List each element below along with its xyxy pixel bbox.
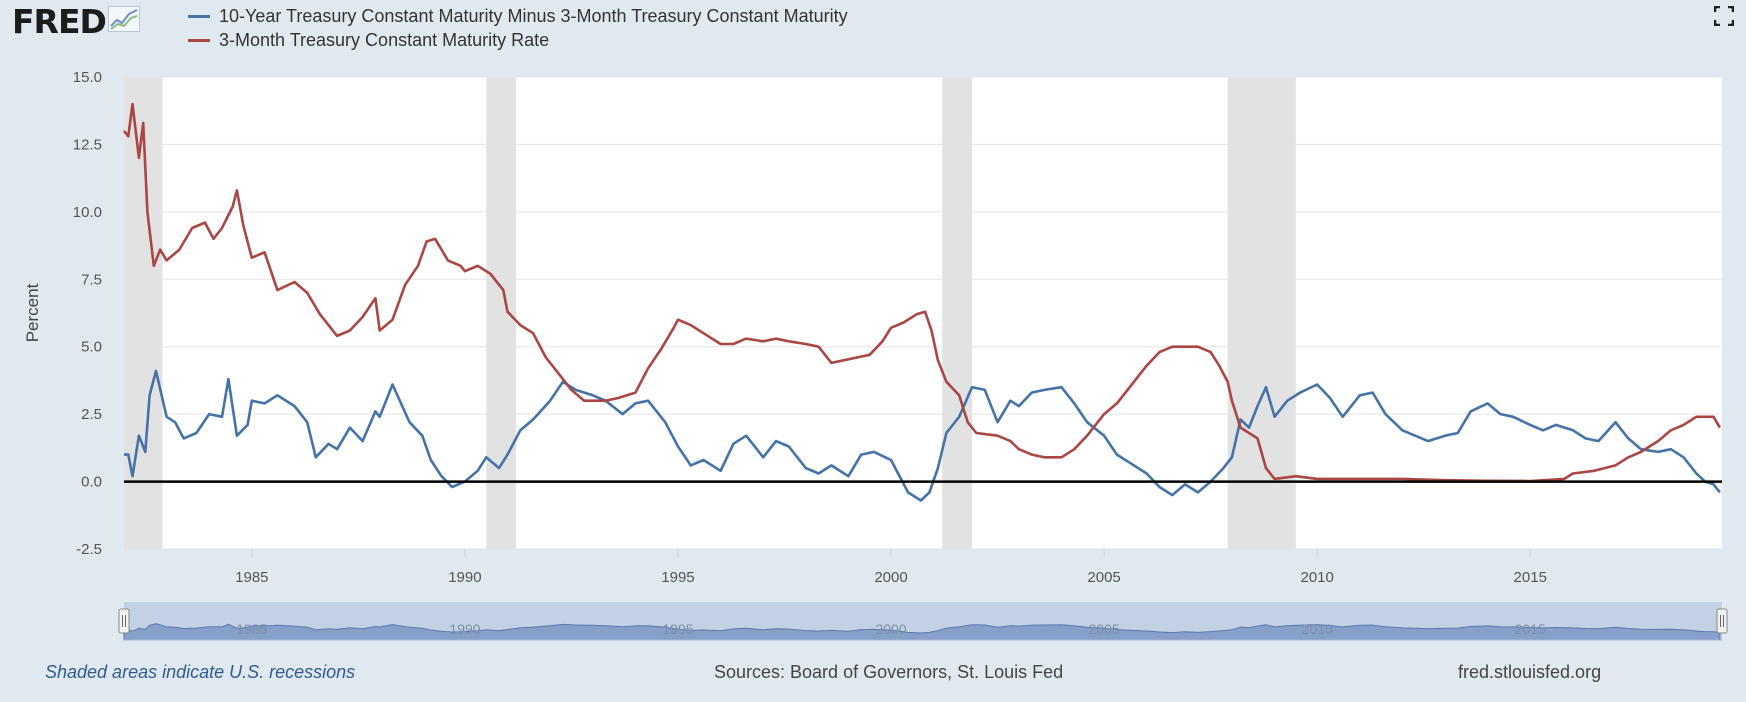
recession-band-2 <box>942 77 973 549</box>
series-line-1[interactable] <box>122 102 1722 483</box>
range-navigator[interactable]: 1985 1990 1995 2000 2005 2010 2015 <box>118 602 1728 641</box>
handle-body[interactable] <box>1716 608 1728 634</box>
legend-swatch-spread <box>188 14 210 18</box>
recession-band-1 <box>486 77 517 549</box>
legend-label-3month: 3-Month Treasury Constant Maturity Rate <box>219 29 550 50</box>
navigator-tick-label: 1990 <box>449 621 480 637</box>
y-axis-tick-labels: 15.0 12.5 10.0 7.5 5.0 2.5 0.0 -2.5 <box>73 69 102 558</box>
sources-text: Sources: Board of Governors, St. Louis F… <box>714 662 1064 682</box>
x-tick-label: 1995 <box>661 569 694 586</box>
legend-item-3month[interactable]: 3-Month Treasury Constant Maturity Rate <box>188 28 848 52</box>
navigator-right-handle[interactable] <box>1716 608 1728 634</box>
y-tick-label: 10.0 <box>73 204 102 221</box>
y-tick-label: 0.0 <box>81 474 102 491</box>
navigator-tick-label: 1995 <box>662 621 693 637</box>
y-axis-label: Percent <box>23 283 42 342</box>
x-tick-label: 2005 <box>1087 569 1120 586</box>
x-tick-label: 2000 <box>874 569 907 586</box>
series-line-0[interactable] <box>124 369 1721 502</box>
fullscreen-icon[interactable] <box>1713 5 1735 27</box>
navigator-tick-label: 1985 <box>236 621 267 637</box>
legend-swatch-3month <box>188 38 210 42</box>
x-tick-label: 2010 <box>1300 569 1333 586</box>
recession-shading-group <box>124 77 1296 549</box>
handle-body[interactable] <box>118 608 130 634</box>
y-tick-label: 15.0 <box>73 69 102 86</box>
fred-logo-text: FRED <box>12 2 107 41</box>
y-tick-label: 5.0 <box>81 339 102 356</box>
fred-logo[interactable]: FRED <box>12 2 140 41</box>
navigator-series-area <box>123 623 1721 641</box>
site-link[interactable]: fred.stlouisfed.org <box>1458 662 1602 682</box>
legend-label-spread: 10-Year Treasury Constant Maturity Minus… <box>219 5 848 26</box>
navigator-tick-label: 2010 <box>1302 621 1333 637</box>
navigator-tick-label: 2015 <box>1515 621 1546 637</box>
x-axis-tick-labels: 1985 1990 1995 2000 2005 2010 2015 <box>235 549 1547 586</box>
navigator-tick-label: 2005 <box>1089 621 1120 637</box>
navigator-left-handle[interactable] <box>118 608 130 634</box>
legend-item-spread[interactable]: 10-Year Treasury Constant Maturity Minus… <box>188 4 848 28</box>
x-tick-label: 1990 <box>448 569 481 586</box>
x-tick-label: 2015 <box>1514 569 1547 586</box>
chart-legend: 10-Year Treasury Constant Maturity Minus… <box>188 4 848 52</box>
recession-band-3 <box>1227 77 1296 549</box>
recession-note: Shaded areas indicate U.S. recessions <box>45 662 356 682</box>
y-tick-label: -2.5 <box>76 541 102 558</box>
y-tick-label: 12.5 <box>73 136 102 153</box>
y-tick-label: 2.5 <box>81 406 102 423</box>
navigator-tick-label: 2000 <box>875 621 906 637</box>
x-tick-label: 1985 <box>235 569 268 586</box>
fred-chart-logo-icon <box>107 6 140 37</box>
y-tick-label: 7.5 <box>81 271 102 288</box>
series-lines <box>122 102 1722 502</box>
